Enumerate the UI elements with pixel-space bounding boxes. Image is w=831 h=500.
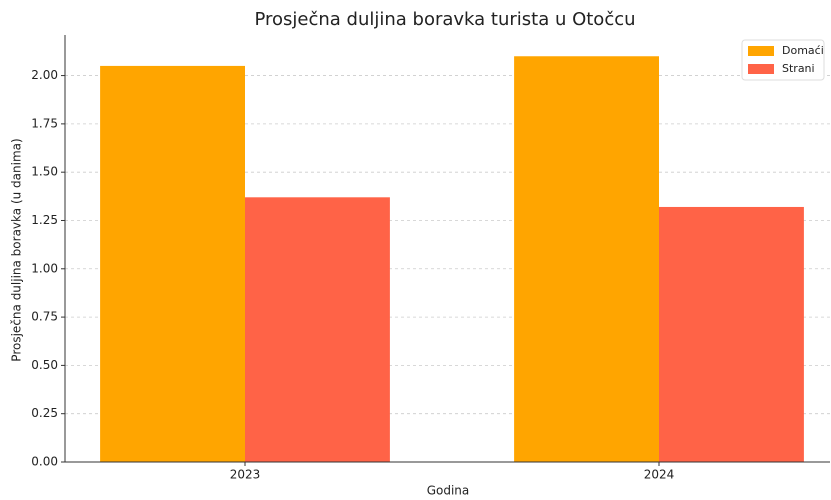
legend-swatch: [748, 46, 774, 56]
chart-title: Prosječna duljina boravka turista u Otoč…: [254, 9, 635, 30]
legend-label: Domaći: [782, 44, 824, 57]
y-tick-label: 1.75: [31, 116, 58, 130]
x-tick-label: 2023: [230, 468, 261, 482]
x-axis-label: Godina: [427, 484, 470, 498]
y-tick-label: 2.00: [31, 68, 58, 82]
y-tick-label: 0.25: [31, 406, 58, 420]
legend-label: Strani: [782, 62, 815, 75]
y-tick-label: 1.50: [31, 165, 58, 179]
bar: [245, 197, 390, 462]
y-axis-label: Prosječna duljina boravka (u danima): [10, 138, 24, 361]
y-tick-label: 0.50: [31, 358, 58, 372]
x-tick-label: 2024: [644, 468, 675, 482]
y-tick-label: 1.00: [31, 261, 58, 275]
y-tick-label: 0.75: [31, 310, 58, 324]
y-tick-label: 0.00: [31, 455, 58, 469]
legend-swatch: [748, 64, 774, 74]
bar: [659, 206, 804, 462]
y-tick-label: 1.25: [31, 213, 58, 227]
bar: [514, 56, 659, 463]
bar: [100, 65, 245, 462]
